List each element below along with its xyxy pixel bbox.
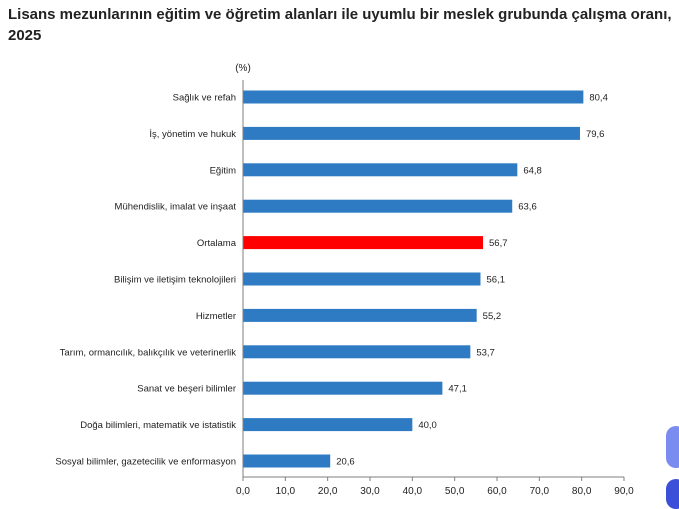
x-tick-label: 70,0	[530, 486, 550, 497]
bar	[243, 308, 477, 322]
category-label: Mühendislik, imalat ve inşaat	[115, 202, 237, 213]
x-tick-label: 60,0	[487, 486, 507, 497]
data-label: 53,7	[476, 347, 495, 358]
data-label: 56,1	[486, 275, 505, 286]
data-label: 80,4	[589, 93, 608, 104]
bar	[243, 163, 518, 177]
x-tick-label: 20,0	[318, 486, 338, 497]
category-label: Doğa bilimleri, matematik ve istatistik	[80, 420, 236, 431]
category-label: Eğitim	[210, 165, 236, 176]
category-label: Sağlık ve refah	[173, 93, 236, 104]
bar	[243, 199, 513, 213]
unit-label: (%)	[235, 63, 251, 74]
x-tick-label: 0,0	[236, 486, 250, 497]
data-label: 64,8	[523, 165, 542, 176]
data-label: 47,1	[448, 384, 467, 395]
category-label: İş, yönetim ve hukuk	[149, 129, 236, 140]
data-label: 55,2	[483, 311, 502, 322]
side-floating-button[interactable]	[666, 426, 679, 468]
bar	[243, 381, 443, 395]
data-label: 79,6	[586, 129, 605, 140]
bar-average	[243, 236, 484, 250]
category-label: Sanat ve beşeri bilimler	[137, 384, 236, 395]
category-label: Tarım, ormancılık, balıkçılık ve veterin…	[60, 347, 237, 358]
x-tick-label: 90,0	[614, 486, 634, 497]
bar	[243, 418, 413, 432]
data-label: 56,7	[489, 238, 508, 249]
bar	[243, 90, 584, 104]
data-label: 63,6	[518, 202, 537, 213]
category-label: Bilişim ve iletişim teknolojileri	[114, 275, 236, 286]
x-tick-label: 50,0	[445, 486, 465, 497]
category-label: Hizmetler	[196, 311, 236, 322]
bar	[243, 126, 580, 140]
bar	[243, 272, 481, 286]
x-tick-label: 10,0	[276, 486, 296, 497]
bar	[243, 454, 331, 468]
category-label: Sosyal bilimler, gazetecilik ve enformas…	[55, 457, 236, 468]
x-tick-label: 40,0	[403, 486, 423, 497]
data-label: 40,0	[418, 420, 437, 431]
category-label: Ortalama	[197, 238, 237, 249]
bar	[243, 345, 471, 359]
side-floating-button-2[interactable]	[666, 479, 679, 509]
data-label: 20,6	[336, 457, 355, 468]
chart-title: Lisans mezunlarının eğitim ve öğretim al…	[8, 6, 672, 44]
x-tick-label: 30,0	[360, 486, 380, 497]
x-tick-label: 80,0	[572, 486, 592, 497]
